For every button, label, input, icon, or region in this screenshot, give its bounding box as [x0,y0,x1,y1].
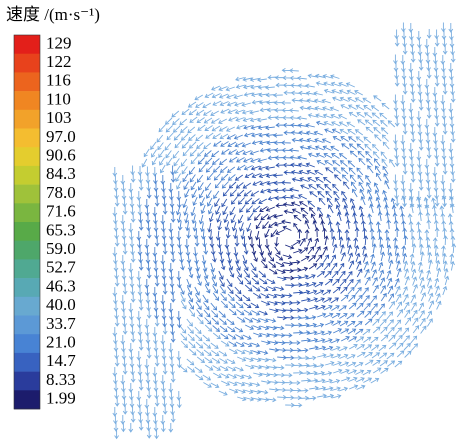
color-swatch [14,390,40,409]
colorbar-label: 1.99 [46,389,76,408]
colorbar-label: 46.3 [46,276,76,295]
color-swatch [14,110,40,129]
colorbar-label: 110 [46,89,71,108]
colorbar-label: 59.0 [46,239,76,258]
color-swatch [14,166,40,185]
vector-arrows [208,163,368,320]
colorbar-label: 90.6 [46,145,76,164]
colorbar-label: 14.7 [46,351,76,370]
colorbar-label: 21.0 [46,332,76,351]
color-swatch [14,185,40,204]
colorbar-label: 78.0 [46,183,76,202]
colorbar-label: 71.6 [46,202,76,221]
colorbar-label: 65.3 [46,220,76,239]
color-swatch [14,278,40,297]
colorbar-label: 33.7 [46,314,76,333]
color-swatch [14,129,40,148]
color-swatch [14,372,40,391]
vector-arrows [248,202,328,280]
color-swatch [14,203,40,222]
colorbar-label: 84.3 [46,164,76,183]
colorbar-label: 129 [46,33,72,52]
color-swatch [14,54,40,73]
color-swatch [14,72,40,91]
colorbar-label: 40.0 [46,295,76,314]
colorbar-label: 116 [46,71,71,90]
color-swatch [14,353,40,372]
canvas: 速度 /(m·s⁻¹) 12912211611010397.090.684.37… [0,0,463,446]
figure: 速度 /(m·s⁻¹) 12912211611010397.090.684.37… [0,0,463,446]
color-swatch [14,35,40,54]
color-swatch [14,316,40,335]
colorbar-label: 8.33 [46,370,76,389]
colorbar-label: 97.0 [46,127,76,146]
color-swatch [14,91,40,110]
colorbar: 12912211611010397.090.684.378.071.665.35… [14,33,76,409]
legend-title: 速度 /(m·s⁻¹) [6,5,100,24]
color-swatch [14,222,40,241]
color-swatch [14,334,40,353]
colorbar-label: 103 [46,108,72,127]
color-swatch [14,259,40,278]
color-swatch [14,297,40,316]
color-swatch [14,147,40,166]
colorbar-label: 122 [46,52,72,71]
color-swatch [14,241,40,260]
vector-field [113,23,456,439]
vector-arrows [137,121,408,360]
colorbar-label: 52.7 [46,258,76,277]
